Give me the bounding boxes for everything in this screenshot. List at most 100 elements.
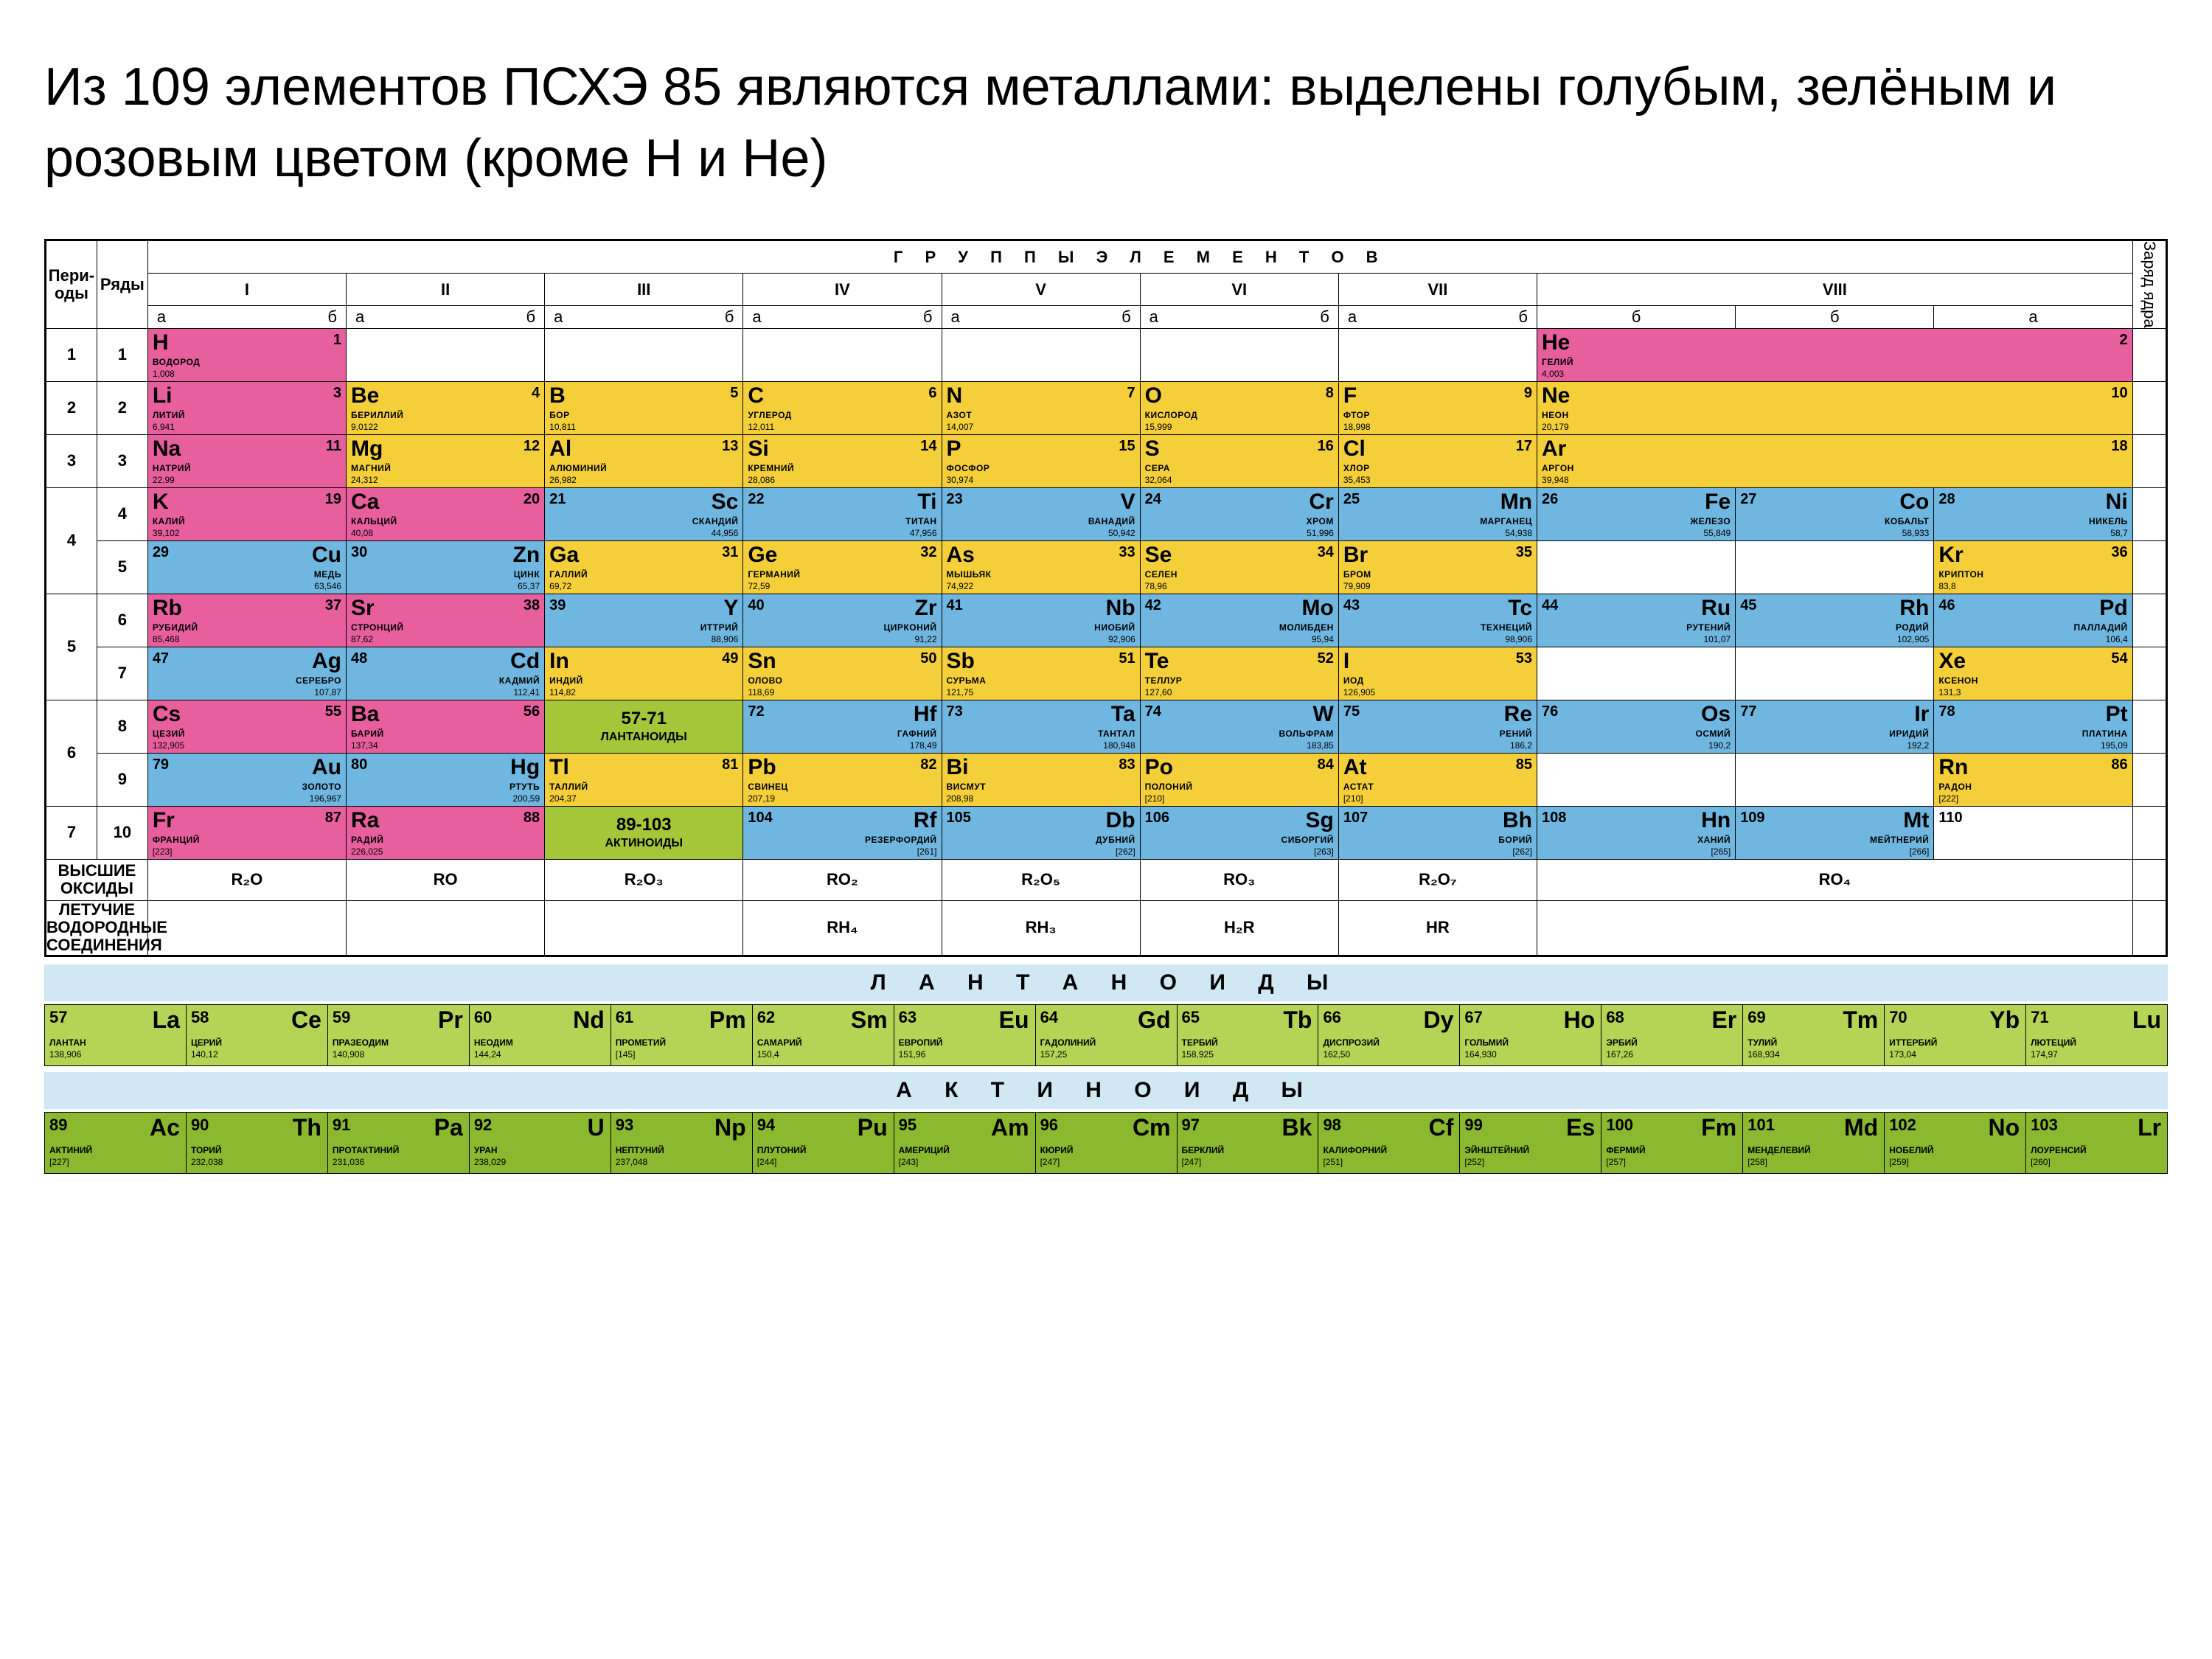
element-Rh: Rh45РОДИЙ102,905 xyxy=(1736,594,1934,647)
element-Cm: 96CmКЮРИЙ[247] xyxy=(1036,1113,1178,1173)
element-110: 110 xyxy=(1934,806,2132,859)
element-B: B5БОР10,811 xyxy=(545,381,743,434)
element-V: V23ВАНАДИЙ50,942 xyxy=(942,487,1140,540)
element-Pu: 94PuПЛУТОНИЙ[244] xyxy=(753,1113,894,1173)
element-I: I53ИОД126,905 xyxy=(1338,647,1537,700)
element-Ca: Ca20КАЛЬЦИЙ40,08 xyxy=(346,487,544,540)
element-Nd: 60NdНЕОДИМ144,24 xyxy=(470,1005,611,1065)
element-Mn: Mn25МАРГАНЕЦ54,938 xyxy=(1338,487,1537,540)
element-Mg: Mg12МАГНИЙ24,312 xyxy=(346,434,544,487)
element-Am: 95AmАМЕРИЦИЙ[243] xyxy=(894,1113,1036,1173)
element-Y: Y39ИТТРИЙ88,906 xyxy=(545,594,743,647)
element-Cf: 98CfКАЛИФОРНИЙ[251] xyxy=(1318,1113,1460,1173)
element-K: K19КАЛИЙ39,102 xyxy=(147,487,346,540)
element-Dy: 66DyДИСПРОЗИЙ162,50 xyxy=(1318,1005,1460,1065)
element-Ce: 58CeЦЕРИЙ140,12 xyxy=(187,1005,328,1065)
element-Co: Co27КОБАЛЬТ58,933 xyxy=(1736,487,1934,540)
element-He: He2ГЕЛИЙ4,003 xyxy=(1537,328,2133,381)
element-Er: 68ErЭРБИЙ167,26 xyxy=(1601,1005,1743,1065)
element-Be: Be4БЕРИЛЛИЙ9,0122 xyxy=(346,381,544,434)
element-La: 57LaЛАНТАН138,906 xyxy=(45,1005,187,1065)
element-Hn: Hn108ХАНИЙ[265] xyxy=(1537,806,1736,859)
element-Tm: 69TmТУЛИЙ168,934 xyxy=(1743,1005,1885,1065)
element-Rf: Rf104РЕЗЕРФОРДИЙ[261] xyxy=(743,806,942,859)
element-C: C6УГЛЕРОД12,011 xyxy=(743,381,942,434)
lanthanide-title: Л А Н Т А Н О И Д Ы xyxy=(44,966,2168,1000)
element-Sc: Sc21СКАНДИЙ44,956 xyxy=(545,487,743,540)
element-Sm: 62SmСАМАРИЙ150,4 xyxy=(753,1005,894,1065)
element-Fr: Fr87ФРАНЦИЙ[223] xyxy=(147,806,346,859)
element-Ti: Ti22ТИТАН47,956 xyxy=(743,487,942,540)
element-Ac: 89AcАКТИНИЙ[227] xyxy=(45,1113,187,1173)
element-Cd: Cd48КАДМИЙ112,41 xyxy=(346,647,544,700)
element-Pb: Pb82СВИНЕЦ207,19 xyxy=(743,753,942,806)
element-Ir: Ir77ИРИДИЙ192,2 xyxy=(1736,700,1934,753)
element-Cl: Cl17ХЛОР35,453 xyxy=(1338,434,1537,487)
element-Mo: Mo42МОЛИБДЕН95,94 xyxy=(1140,594,1338,647)
element-Bh: Bh107БОРИЙ[262] xyxy=(1338,806,1537,859)
element-Sr: Sr38СТРОНЦИЙ87,62 xyxy=(346,594,544,647)
element-Np: 93NpНЕПТУНИЙ237,048 xyxy=(611,1113,753,1173)
element-Ag: Ag47СЕРЕБРО107,87 xyxy=(147,647,346,700)
element-In: In49ИНДИЙ114,82 xyxy=(545,647,743,700)
element-Na: Na11НАТРИЙ22,99 xyxy=(147,434,346,487)
lanthanide-series: 57LaЛАНТАН138,90658CeЦЕРИЙ140,1259PrПРАЗ… xyxy=(44,1004,2168,1066)
element-W: W74ВОЛЬФРАМ183,85 xyxy=(1140,700,1338,753)
element-Eu: 63EuЕВРОПИЙ151,96 xyxy=(894,1005,1036,1065)
element-Db: Db105ДУБНИЙ[262] xyxy=(942,806,1140,859)
element-Bi: Bi83ВИСМУТ208,98 xyxy=(942,753,1140,806)
element-Hg: Hg80РТУТЬ200,59 xyxy=(346,753,544,806)
element-Al: Al13АЛЮМИНИЙ26,982 xyxy=(545,434,743,487)
element-Zr: Zr40ЦИРКОНИЙ91,22 xyxy=(743,594,942,647)
element-Os: Os76ОСМИЙ190,2 xyxy=(1537,700,1736,753)
element-Ni: Ni28НИКЕЛЬ58,7 xyxy=(1934,487,2132,540)
element-Nb: Nb41НИОБИЙ92,906 xyxy=(942,594,1140,647)
element-Gd: 64GdГАДОЛИНИЙ157,25 xyxy=(1036,1005,1178,1065)
element-Sn: Sn50ОЛОВО118,69 xyxy=(743,647,942,700)
element-U: 92UУРАН238,029 xyxy=(470,1113,611,1173)
element-Pd: Pd46ПАЛЛАДИЙ106,4 xyxy=(1934,594,2132,647)
lanthanide-placeholder: 57-71ЛАНТАНОИДЫ xyxy=(545,700,743,753)
element-Br: Br35БРОМ79,909 xyxy=(1338,540,1537,594)
element-Pt: Pt78ПЛАТИНА195,09 xyxy=(1934,700,2132,753)
element-Li: Li3ЛИТИЙ6,941 xyxy=(147,381,346,434)
element-Te: Te52ТЕЛЛУР127,60 xyxy=(1140,647,1338,700)
element-As: As33МЫШЬЯК74,922 xyxy=(942,540,1140,594)
element-Re: Re75РЕНИЙ186,2 xyxy=(1338,700,1537,753)
element-Tb: 65TbТЕРБИЙ158,925 xyxy=(1178,1005,1319,1065)
element-Xe: Xe54КСЕНОН131,3 xyxy=(1934,647,2132,700)
element-Lu: 71LuЛЮТЕЦИЙ174,97 xyxy=(2026,1005,2167,1065)
element-Sb: Sb51СУРЬМА121,75 xyxy=(942,647,1140,700)
element-Rn: Rn86РАДОН[222] xyxy=(1934,753,2132,806)
element-S: S16СЕРА32,064 xyxy=(1140,434,1338,487)
element-Bk: 97BkБЕРКЛИЙ[247] xyxy=(1178,1113,1319,1173)
periodic-table: Пери-одыРядыГ Р У П П Ы Э Л Е М Е Н Т О … xyxy=(44,239,2168,956)
lanthanide-actinide-block: Л А Н Т А Н О И Д Ы 57LaЛАНТАН138,90658C… xyxy=(44,964,2168,1180)
element-O: O8КИСЛОРОД15,999 xyxy=(1140,381,1338,434)
element-Si: Si14КРЕМНИЙ28,086 xyxy=(743,434,942,487)
element-Au: Au79ЗОЛОТО196,967 xyxy=(147,753,346,806)
element-Hf: Hf72ГАФНИЙ178,49 xyxy=(743,700,942,753)
element-Ho: 67HoГОЛЬМИЙ164,930 xyxy=(1460,1005,1601,1065)
element-Mt: Mt109МЕЙТНЕРИЙ[266] xyxy=(1736,806,1934,859)
element-N: N7АЗОТ14,007 xyxy=(942,381,1140,434)
element-Ar: Ar18АРГОН39,948 xyxy=(1537,434,2133,487)
element-Fe: Fe26ЖЕЛЕЗО55,849 xyxy=(1537,487,1736,540)
element-Ra: Ra88РАДИЙ226,025 xyxy=(346,806,544,859)
element-Ge: Ge32ГЕРМАНИЙ72,59 xyxy=(743,540,942,594)
element-H: H1ВОДОРОД1,008 xyxy=(147,328,346,381)
element-Ba: Ba56БАРИЙ137,34 xyxy=(346,700,544,753)
actinide-series: 89AcАКТИНИЙ[227]90ThТОРИЙ232,03891PaПРОТ… xyxy=(44,1112,2168,1174)
element-Ga: Ga31ГАЛЛИЙ69,72 xyxy=(545,540,743,594)
element-P: P15ФОСФОР30,974 xyxy=(942,434,1140,487)
element-Zn: Zn30ЦИНК65,37 xyxy=(346,540,544,594)
element-Po: Po84ПОЛОНИЙ[210] xyxy=(1140,753,1338,806)
element-Md: 101MdМЕНДЕЛЕВИЙ[258] xyxy=(1743,1113,1885,1173)
element-Yb: 70YbИТТЕРБИЙ173,04 xyxy=(1885,1005,2026,1065)
element-Th: 90ThТОРИЙ232,038 xyxy=(187,1113,328,1173)
element-Pm: 61PmПРОМЕТИЙ[145] xyxy=(611,1005,753,1065)
element-F: F9ФТОР18,998 xyxy=(1338,381,1537,434)
element-Lr: 103LrЛОУРЕНСИЙ[260] xyxy=(2026,1113,2167,1173)
element-Kr: Kr36КРИПТОН83,8 xyxy=(1934,540,2132,594)
element-Es: 99EsЭЙНШТЕЙНИЙ[252] xyxy=(1460,1113,1601,1173)
